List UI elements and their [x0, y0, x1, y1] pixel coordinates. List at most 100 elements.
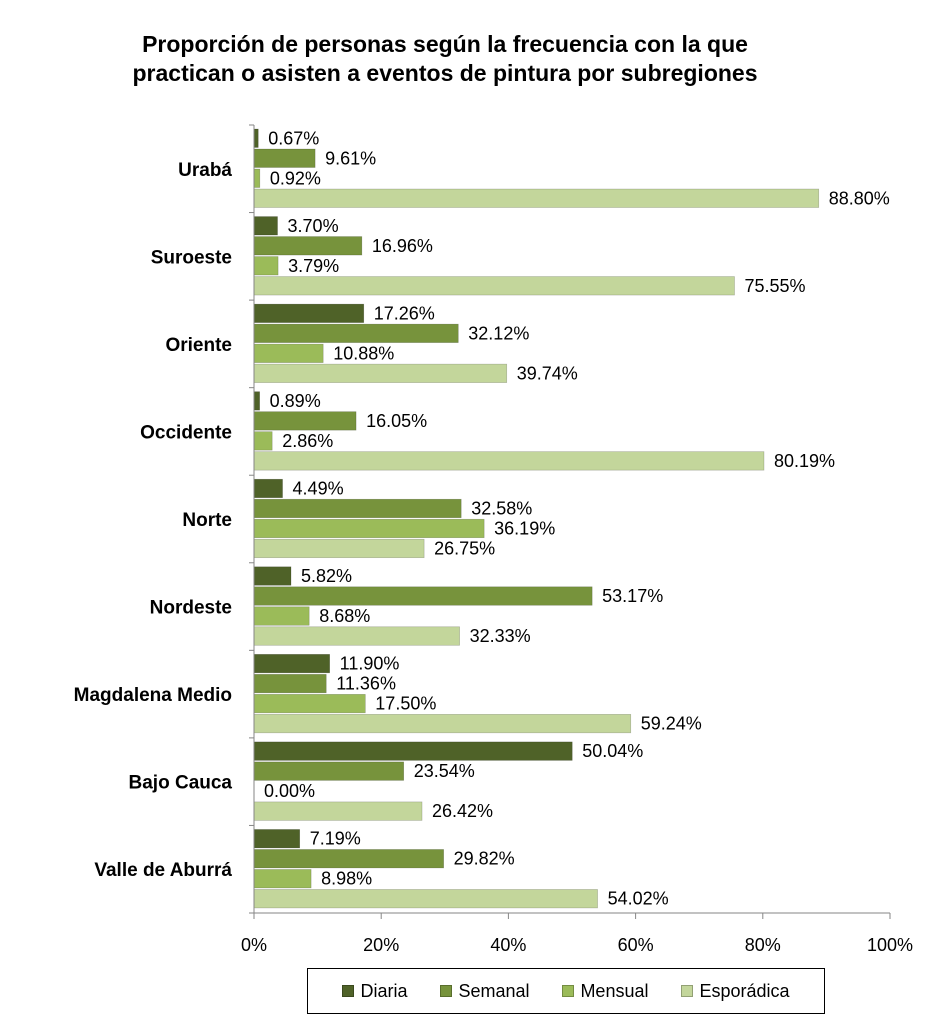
legend-item: Esporádica	[681, 980, 790, 1002]
data-label: 9.61%	[325, 148, 376, 168]
bar	[253, 256, 279, 276]
category-label: Suroeste	[151, 247, 232, 268]
data-label: 0.92%	[270, 168, 321, 188]
x-tick-label: 0%	[241, 935, 267, 955]
category-label: Valle de Aburrá	[94, 860, 232, 881]
bar	[253, 128, 259, 148]
x-tick-label: 20%	[363, 935, 399, 955]
bar	[253, 478, 283, 499]
bar	[253, 323, 459, 343]
bar	[253, 343, 324, 363]
legend-label: Semanal	[458, 980, 530, 1001]
data-label: 39.74%	[517, 363, 578, 383]
bar-chart: Urabá 0.67% 9.61%0.92% 88.80% Suroeste 3.70% 1…	[74, 124, 913, 955]
bar	[253, 741, 573, 761]
bar	[253, 694, 366, 714]
data-label: 5.82%	[301, 566, 352, 586]
bar	[253, 188, 820, 208]
chart-title-line-2: practican o asisten a eventos de pintura…	[132, 60, 758, 86]
data-label: 88.80%	[829, 188, 890, 208]
data-label: 16.96%	[372, 236, 433, 256]
legend-swatch	[562, 985, 575, 997]
bar	[253, 391, 260, 411]
data-label: 54.02%	[608, 889, 669, 909]
legend-label: Mensual	[580, 980, 649, 1001]
data-label: 8.68%	[319, 606, 370, 626]
bar	[253, 276, 735, 296]
bar	[253, 538, 425, 559]
legend-swatch	[681, 985, 694, 997]
bar	[253, 714, 632, 734]
bar	[253, 849, 444, 869]
data-label: 11.90%	[340, 654, 400, 674]
chart-title: Proporción de personas según la frecuenc…	[0, 30, 890, 88]
bar	[253, 411, 357, 431]
category-label: Bajo Cauca	[129, 773, 233, 794]
bar	[253, 586, 593, 606]
category-label: Urabá	[178, 160, 232, 181]
category-label: Norte	[182, 510, 232, 531]
legend-label: Esporádica	[699, 980, 790, 1001]
bar	[253, 566, 292, 586]
data-label: 29.82%	[454, 849, 515, 869]
x-tick-label: 60%	[618, 935, 654, 955]
data-label: 4.49%	[293, 478, 344, 498]
category-label: Magdalena Medio	[74, 685, 232, 706]
legend-swatch	[440, 985, 453, 997]
bar	[253, 168, 261, 188]
data-label: 11.36%	[336, 674, 396, 694]
data-label: 0.00%	[264, 781, 315, 801]
bar	[253, 606, 310, 626]
data-label: 17.26%	[374, 303, 435, 323]
bar	[253, 674, 327, 694]
data-label: 26.75%	[434, 538, 495, 558]
data-label: 23.54%	[414, 761, 475, 781]
bar	[253, 236, 363, 256]
legend-item: Semanal	[440, 981, 529, 1002]
data-label: 50.04%	[582, 741, 643, 761]
bar	[253, 498, 462, 519]
bar	[253, 148, 316, 168]
legend-label: Diaria	[360, 980, 408, 1001]
data-label: 80.19%	[774, 451, 835, 471]
bar	[253, 801, 423, 821]
data-label: 75.55%	[744, 276, 805, 296]
bar	[253, 431, 273, 451]
legend-item: Mensual	[562, 981, 648, 1002]
data-label: 7.19%	[310, 829, 361, 849]
bar	[253, 654, 330, 674]
x-tick-label: 100%	[867, 935, 913, 955]
bar	[253, 829, 301, 849]
data-label: 0.89%	[270, 391, 321, 411]
x-tick-label: 40%	[490, 935, 526, 955]
data-label: 3.70%	[288, 216, 339, 236]
data-label: 36.19%	[494, 518, 555, 538]
data-label: 8.98%	[321, 869, 372, 889]
data-label: 53.17%	[602, 586, 663, 606]
data-label: 16.05%	[366, 411, 427, 431]
bar	[253, 216, 278, 236]
bar	[253, 363, 508, 383]
data-label: 32.33%	[470, 626, 531, 646]
chart-legend: Diaria Semanal Mensual Esporádica	[307, 968, 825, 1014]
category-label: Nordeste	[150, 598, 232, 619]
category-label: Occidente	[140, 422, 232, 443]
data-label: 32.12%	[468, 323, 529, 343]
chart-title-line-1: Proporción de personas según la frecuenc…	[142, 31, 748, 57]
x-tick-label: 80%	[745, 935, 781, 955]
bar	[253, 889, 598, 909]
bar	[253, 626, 460, 646]
category-label: Oriente	[165, 335, 232, 356]
bar	[253, 869, 312, 889]
data-label: 32.58%	[471, 498, 532, 518]
data-label: 10.88%	[333, 343, 394, 363]
bar	[253, 518, 485, 539]
data-label: 2.86%	[282, 431, 333, 451]
bar	[253, 303, 365, 323]
data-label: 59.24%	[641, 714, 702, 734]
legend-swatch	[342, 985, 355, 997]
bar	[253, 451, 765, 471]
data-label: 26.42%	[432, 801, 493, 821]
data-label: 0.67%	[268, 128, 319, 148]
legend-item: Diaria	[342, 981, 407, 1002]
